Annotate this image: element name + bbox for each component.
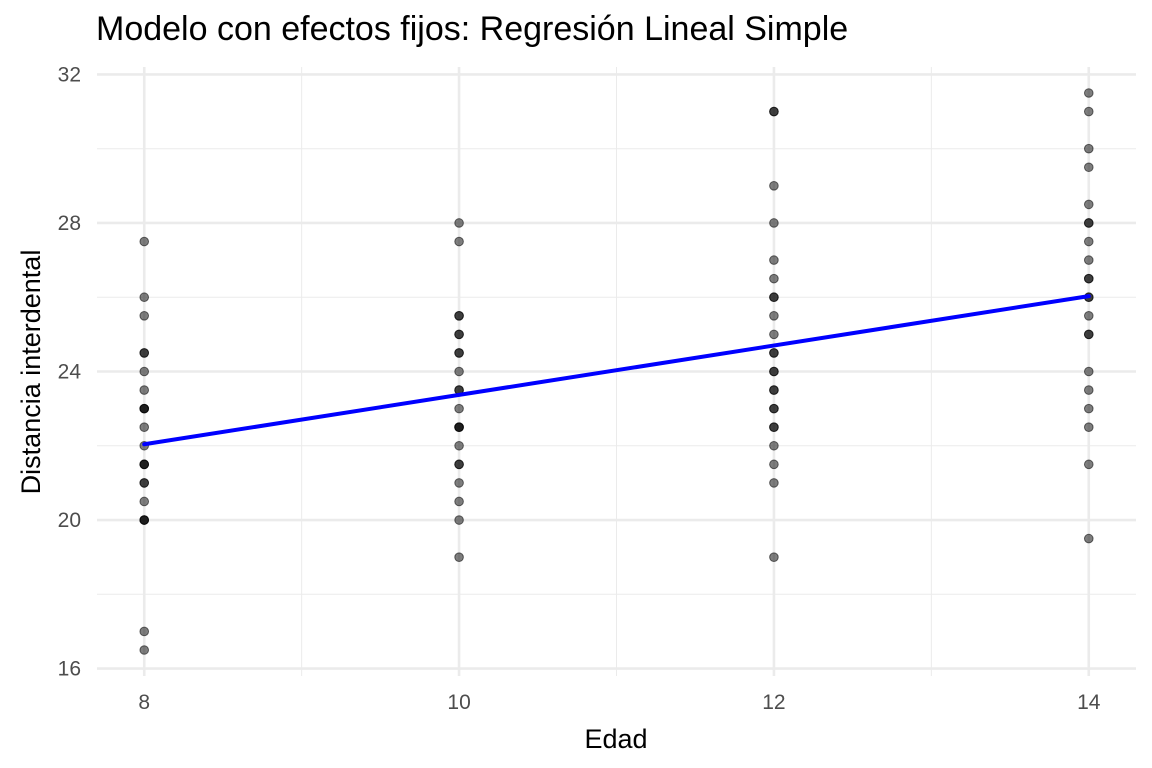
data-point	[454, 440, 464, 451]
data-point	[769, 422, 779, 433]
data-point	[1083, 422, 1094, 433]
data-point	[1083, 459, 1094, 470]
data-point	[1083, 143, 1094, 154]
x-axis-title: Edad	[584, 724, 647, 754]
data-point	[1083, 199, 1094, 210]
data-point	[769, 348, 779, 358]
data-point	[139, 366, 150, 377]
data-point	[454, 403, 464, 414]
data-point	[769, 292, 779, 303]
y-tick-label: 32	[58, 63, 81, 86]
data-point	[139, 645, 150, 655]
data-point	[769, 310, 779, 321]
data-point	[1083, 218, 1094, 228]
y-axis-title: Distancia interdental	[16, 250, 46, 495]
data-point	[769, 255, 779, 265]
data-point	[769, 273, 779, 284]
data-point	[139, 385, 150, 395]
data-points	[139, 88, 1094, 655]
y-tick-label: 28	[58, 212, 81, 235]
data-point	[454, 348, 464, 358]
x-axis-tick-labels: 8 10 12 14	[138, 691, 1100, 714]
data-point	[769, 106, 779, 117]
data-point	[769, 403, 779, 414]
data-point	[454, 515, 464, 525]
data-point	[139, 236, 150, 247]
data-point	[769, 181, 779, 191]
data-point	[769, 218, 779, 228]
y-tick-label: 16	[58, 658, 81, 681]
x-tick-label: 8	[138, 691, 150, 714]
y-tick-label: 20	[58, 509, 81, 532]
data-point	[454, 459, 464, 470]
data-point	[139, 310, 150, 321]
data-point	[1083, 106, 1094, 117]
data-point	[1083, 329, 1094, 340]
data-point	[139, 515, 150, 525]
data-point	[139, 478, 150, 488]
data-point	[1083, 310, 1094, 321]
data-point	[1083, 273, 1094, 284]
data-point	[769, 385, 779, 395]
x-tick-label: 14	[1077, 691, 1101, 714]
data-point	[454, 329, 464, 340]
data-point	[1083, 236, 1094, 247]
data-point	[139, 403, 150, 414]
data-point	[454, 496, 464, 507]
data-point	[1083, 385, 1094, 395]
y-tick-label: 24	[58, 361, 82, 384]
data-point	[139, 348, 150, 358]
data-point	[769, 329, 779, 340]
data-point	[1083, 255, 1094, 265]
regression-line	[142, 294, 1091, 447]
data-point	[139, 422, 150, 433]
data-point	[454, 552, 464, 562]
data-point	[139, 496, 150, 507]
data-point	[139, 459, 150, 470]
data-point	[1083, 162, 1094, 173]
chart-title: Modelo con efectos fijos: Regresión Line…	[96, 10, 849, 48]
data-point	[139, 292, 150, 303]
data-point	[454, 422, 464, 433]
data-point	[454, 366, 464, 377]
data-point	[454, 310, 464, 321]
regression-line-layer	[142, 294, 1091, 447]
data-point	[769, 366, 779, 377]
data-point	[1083, 366, 1094, 377]
data-point	[769, 552, 779, 562]
data-point	[769, 459, 779, 470]
x-tick-label: 10	[447, 691, 470, 714]
data-point	[1083, 88, 1094, 98]
data-point	[1083, 403, 1094, 414]
x-tick-label: 12	[762, 691, 785, 714]
data-point	[454, 218, 464, 228]
data-point	[454, 236, 464, 247]
data-point	[769, 440, 779, 451]
data-point	[454, 478, 464, 488]
data-point	[1083, 533, 1094, 544]
y-axis-tick-labels: 16 20 24 28 32	[58, 63, 82, 680]
data-point	[769, 478, 779, 488]
data-point	[139, 626, 150, 637]
